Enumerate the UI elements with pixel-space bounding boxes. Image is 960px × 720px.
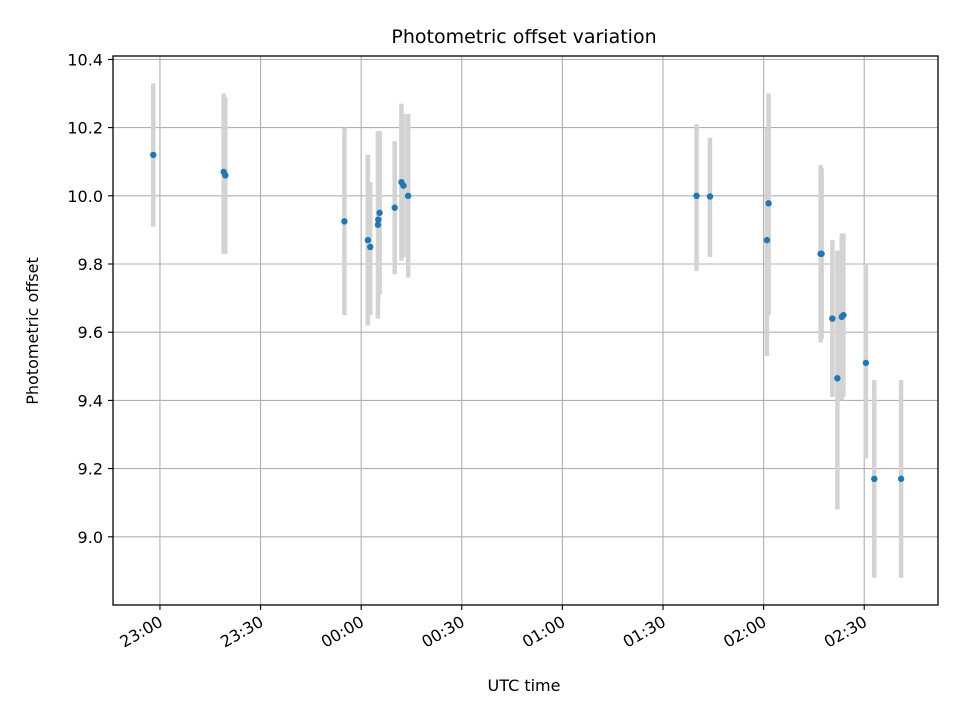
error-bars [150,83,904,578]
chart-title: Photometric offset variation [391,26,656,48]
data-point [400,182,407,189]
data-points [150,151,905,483]
data-point [150,151,157,159]
y-tick-label: 10.0 [67,187,103,206]
data-point [364,236,372,244]
x-tick-label: 01:00 [519,612,568,652]
data-point [897,475,905,483]
y-tick-label: 10.2 [67,119,103,138]
x-tick-label: 01:30 [620,612,669,652]
x-axis-ticks: 23:00 23:30 00:00 00:30 01:00 01:30 02:00 02:30 [117,605,870,652]
y-tick-label: 9.6 [78,323,103,342]
x-tick-label: 02:30 [821,612,870,652]
grid-lines [113,56,938,605]
data-point [404,192,412,200]
data-point [391,204,398,211]
y-tick-label: 9.4 [78,391,103,410]
data-point [818,250,825,257]
y-axis-ticks: 9.0 9.2 9.4 9.6 9.8 10.0 10.2 10.4 [67,50,113,547]
y-tick-label: 9.0 [78,528,103,547]
data-point [829,315,836,322]
data-point [871,475,878,483]
data-point [765,200,772,207]
y-tick-label: 9.2 [78,460,103,479]
data-point [376,209,383,217]
data-point [840,311,847,319]
plot-frame [112,55,939,606]
y-axis-title: Photometric offset [23,257,42,405]
data-point [706,193,714,200]
data-point [693,192,700,200]
data-point [763,236,771,244]
data-point [367,243,374,251]
x-tick-label: 00:30 [418,612,467,652]
x-axis-title: UTC time [488,676,561,695]
y-tick-label: 10.4 [67,50,103,69]
x-tick-label: 23:30 [217,612,266,652]
x-tick-label: 00:00 [318,612,367,652]
data-point [834,375,841,382]
data-point [341,218,348,225]
x-tick-label: 23:00 [117,612,166,652]
data-point [222,172,229,179]
data-point [375,216,382,223]
x-tick-label: 02:00 [720,612,769,652]
data-point [374,221,382,228]
data-point [862,359,870,367]
y-tick-label: 9.8 [78,255,103,274]
